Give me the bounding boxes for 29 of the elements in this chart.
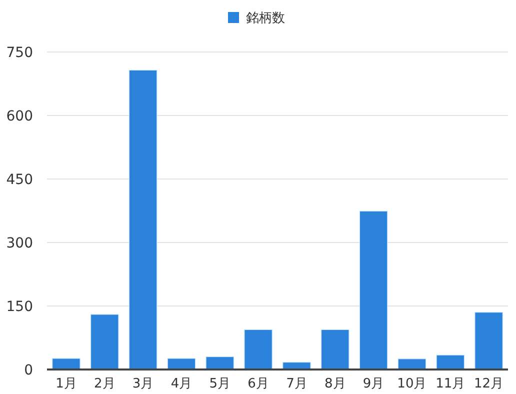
bar: [90, 314, 119, 370]
bar: [52, 358, 80, 370]
x-tick-label: 11月: [436, 376, 466, 392]
legend-label: 銘柄数: [246, 11, 285, 26]
y-tick-label: 300: [6, 236, 33, 252]
bar: [128, 70, 158, 370]
bar: [206, 356, 234, 370]
bar: [474, 312, 503, 370]
y-tick-label: 150: [6, 299, 33, 315]
y-tick-label: 600: [6, 108, 33, 124]
x-tick-label: 5月: [209, 376, 231, 392]
x-tick-label: 1月: [56, 376, 77, 392]
y-tick-label: 0: [24, 362, 33, 378]
bar: [436, 354, 465, 370]
x-tick-label: 3月: [132, 376, 154, 392]
x-tick-label: 12月: [474, 376, 504, 392]
x-tick-label: 6月: [248, 376, 269, 392]
bar: [167, 358, 196, 370]
y-tick-label: 450: [6, 172, 33, 188]
bar: [320, 329, 350, 370]
x-tick-label: 7月: [286, 376, 308, 392]
bar: [359, 210, 388, 370]
x-tick-label: 9月: [362, 376, 384, 392]
x-tick-label: 8月: [324, 376, 346, 392]
x-tick-label: 4月: [170, 376, 192, 392]
x-tick-label: 2月: [94, 376, 116, 392]
y-tick-label: 750: [6, 45, 33, 61]
bar: [244, 329, 272, 370]
x-tick-label: 10月: [397, 376, 427, 392]
